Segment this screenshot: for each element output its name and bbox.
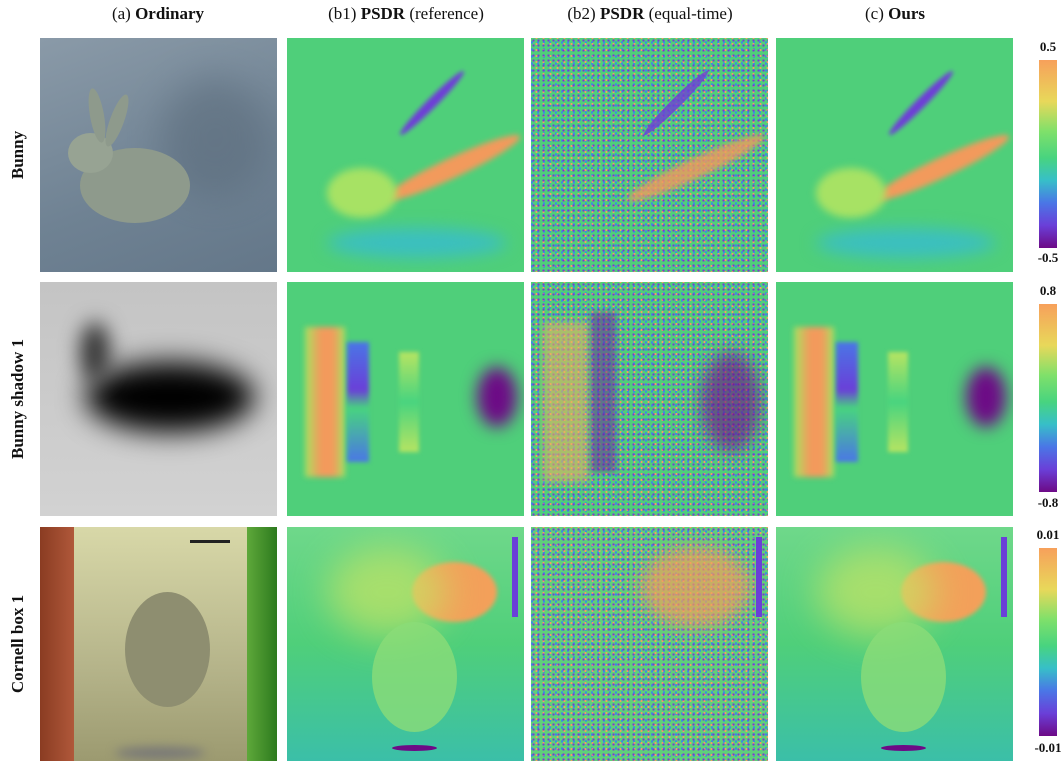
gradient-image xyxy=(531,38,768,272)
gradient-image xyxy=(287,38,524,272)
column-tag: (a) xyxy=(112,4,131,23)
figure: (a) Ordinary (b1) PSDR (reference) (b2) … xyxy=(0,0,1062,761)
gradient-image xyxy=(776,38,1013,272)
column-header: (a) Ordinary xyxy=(38,4,278,24)
gradient-image xyxy=(531,282,768,516)
colorbar-max: 0.01 xyxy=(1030,527,1062,543)
gradient-image xyxy=(287,282,524,516)
colorbar xyxy=(1039,548,1057,736)
column-tag: (b2) xyxy=(567,4,595,23)
colorbar-min: -0.8 xyxy=(1030,495,1062,511)
colorbar-min: -0.01 xyxy=(1030,740,1062,756)
render-image xyxy=(40,527,277,761)
render-image xyxy=(40,282,277,516)
column-tag: (c) xyxy=(865,4,884,23)
column-tag: (b1) xyxy=(328,4,356,23)
column-name: PSDR xyxy=(600,4,644,23)
render-image xyxy=(40,38,277,272)
column-note: (equal-time) xyxy=(649,4,733,23)
colorbar xyxy=(1039,60,1057,248)
colorbar-min: -0.5 xyxy=(1030,250,1062,266)
column-note: (reference) xyxy=(409,4,484,23)
column-name: Ours xyxy=(888,4,925,23)
gradient-image xyxy=(776,282,1013,516)
colorbar-max: 0.5 xyxy=(1030,39,1062,55)
colorbar xyxy=(1039,304,1057,492)
gradient-image xyxy=(531,527,768,761)
column-header: (b1) PSDR (reference) xyxy=(286,4,526,24)
row-label: Cornell box 1 xyxy=(8,524,28,761)
column-header: (c) Ours xyxy=(775,4,1015,24)
colorbar-max: 0.8 xyxy=(1030,283,1062,299)
column-header: (b2) PSDR (equal-time) xyxy=(530,4,770,24)
gradient-image xyxy=(287,527,524,761)
gradient-image xyxy=(776,527,1013,761)
row-label: Bunny xyxy=(8,35,28,275)
column-name: Ordinary xyxy=(135,4,204,23)
column-name: PSDR xyxy=(361,4,405,23)
row-label: Bunny shadow 1 xyxy=(8,279,28,519)
